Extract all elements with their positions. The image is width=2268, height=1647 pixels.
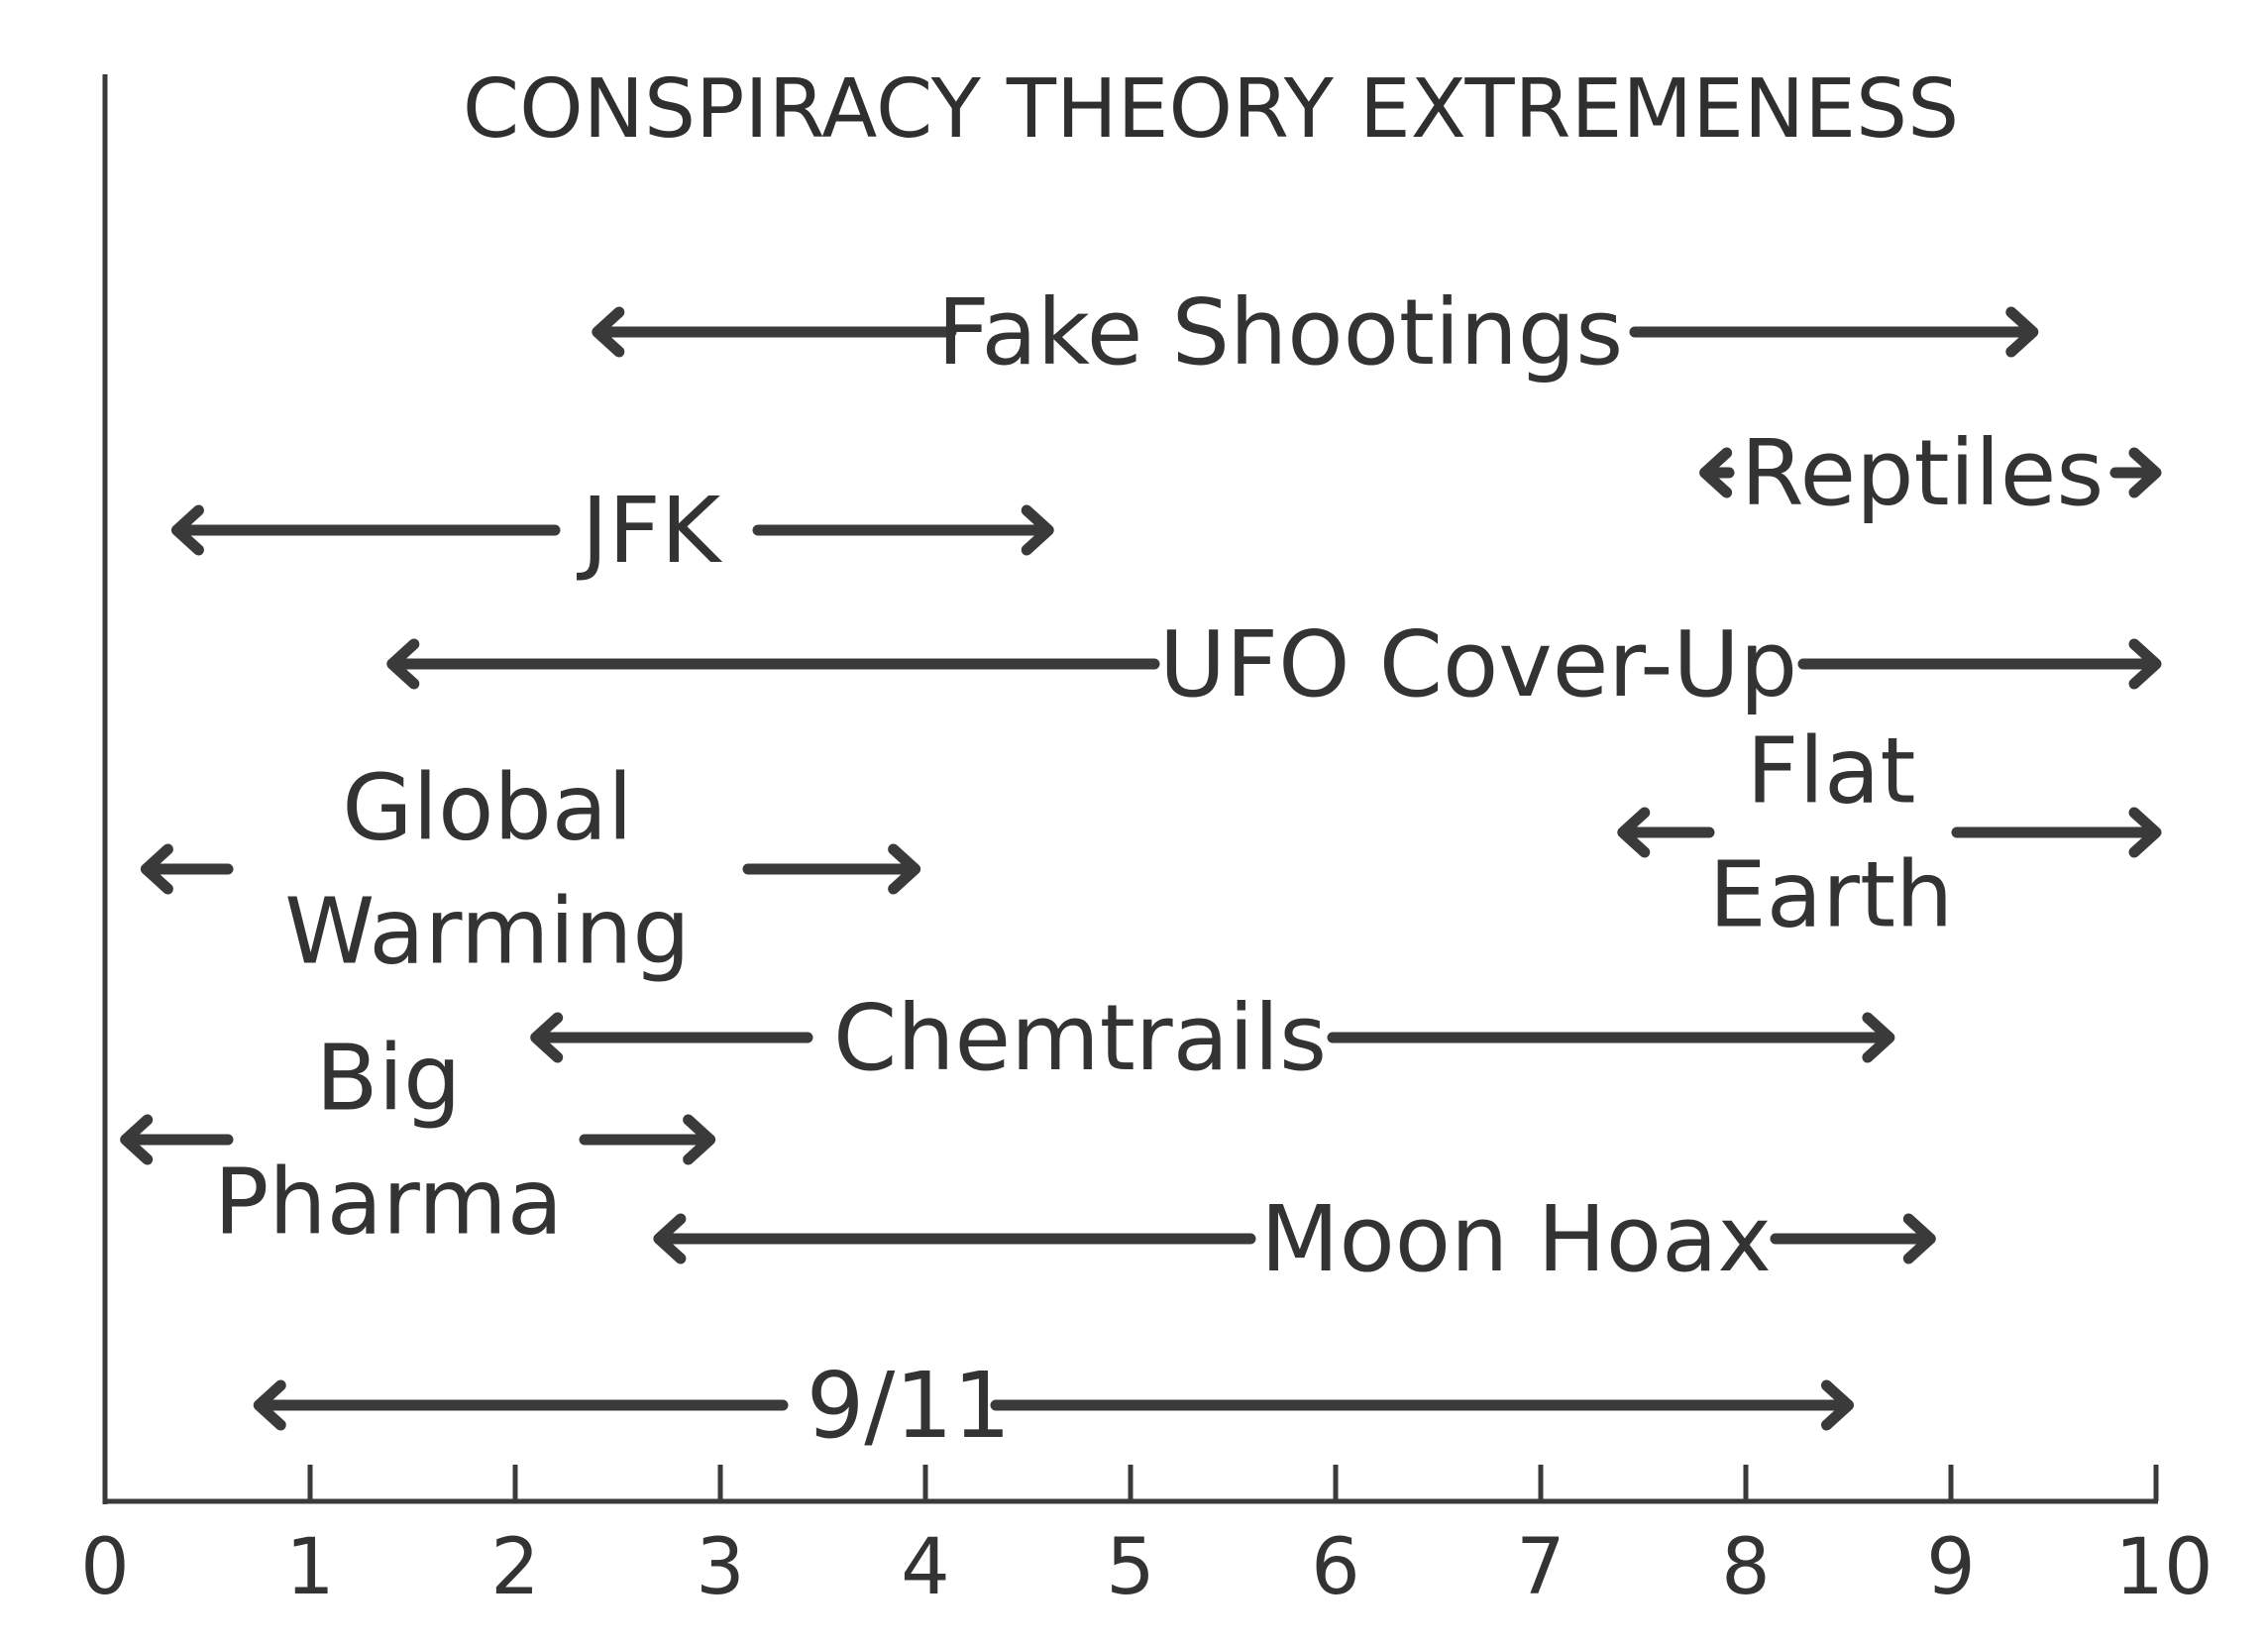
range-end-arrow-jfk	[752, 504, 1054, 556]
range-label-ufo-cover-up: UFO Cover-Up	[1159, 611, 1797, 717]
range-fake-shootings: Fake Shootings	[592, 279, 2039, 385]
x-tick-label-4: 4	[901, 1523, 950, 1612]
range-jfk: JFK	[170, 478, 1054, 584]
x-tick-label-5: 5	[1106, 1523, 1155, 1612]
range-end-arrow-flat-earth	[1951, 807, 2162, 858]
range-big-pharma: Big Pharma	[120, 1026, 716, 1256]
range-start-arrow-9-11	[253, 1379, 789, 1431]
range-label-chemtrails: Chemtrails	[833, 985, 1327, 1091]
x-tick-label-9: 9	[1926, 1523, 1976, 1612]
range-label-reptiles: Reptiles	[1741, 420, 2105, 526]
chart-title: CONSPIRACY THEORY EXTREMENESS	[463, 62, 1959, 157]
range-start-arrow-flat-earth	[1617, 807, 1715, 858]
range-end-arrow-reptiles	[2109, 447, 2162, 498]
range-end-arrow-fake-shootings	[1629, 306, 2039, 358]
range-start-arrow-moon-hoax	[653, 1213, 1256, 1264]
range-label-fake-shootings: Fake Shootings	[937, 279, 1623, 385]
range-arrows: Fake Shootings Reptiles JFK UFO Cover-Up Glo…	[120, 279, 2162, 1459]
x-tick-label-1: 1	[285, 1523, 335, 1612]
range-flat-earth: Flat Earth	[1617, 718, 2162, 948]
range-label-big-pharma-line-2: Pharma	[214, 1150, 563, 1256]
range-label-jfk: JFK	[577, 478, 723, 584]
range-start-arrow-global-warming	[140, 843, 234, 895]
range-ufo-cover-up: UFO Cover-Up	[386, 611, 2162, 717]
range-end-arrow-ufo-cover-up	[1797, 638, 2162, 690]
x-tick-label-6: 6	[1311, 1523, 1360, 1612]
x-tick-label-8: 8	[1721, 1523, 1771, 1612]
range-start-arrow-fake-shootings	[592, 306, 957, 358]
x-tick-label-10: 10	[2114, 1523, 2213, 1612]
range-start-arrow-ufo-cover-up	[386, 638, 1160, 690]
range-moon-hoax: Moon Hoax	[653, 1186, 1936, 1292]
x-tick-label-0: 0	[80, 1523, 130, 1612]
range-label-global-warming-line-2: Warming	[284, 879, 691, 985]
range-start-arrow-big-pharma	[120, 1114, 234, 1165]
range-label-flat-earth-line-1: Flat	[1747, 718, 1916, 824]
range-end-arrow-global-warming	[742, 843, 921, 895]
x-tick-label-7: 7	[1516, 1523, 1566, 1612]
range-global-warming: Global Warming	[140, 755, 921, 985]
range-end-arrow-big-pharma	[579, 1114, 716, 1165]
range-label-9-11: 9/11	[807, 1353, 1012, 1459]
x-axis-ticks: 0 1 2 3 4 5 6 7 8 9 10	[80, 1465, 2214, 1612]
range-end-arrow-chemtrails	[1327, 1012, 1895, 1063]
range-end-arrow-9-11	[990, 1379, 1854, 1431]
range-start-arrow-chemtrails	[530, 1012, 813, 1063]
range-start-arrow-reptiles	[1699, 447, 1735, 498]
x-tick-label-3: 3	[696, 1523, 745, 1612]
range-label-global-warming-line-1: Global	[342, 755, 632, 861]
range-chemtrails: Chemtrails	[530, 985, 1895, 1091]
range-label-big-pharma-line-1: Big	[315, 1026, 461, 1132]
range-label-moon-hoax: Moon Hoax	[1260, 1186, 1772, 1292]
range-9-11: 9/11	[253, 1353, 1854, 1459]
range-end-arrow-moon-hoax	[1770, 1213, 1936, 1264]
x-tick-label-2: 2	[490, 1523, 540, 1612]
range-label-flat-earth-line-2: Earth	[1709, 842, 1954, 948]
range-reptiles: Reptiles	[1699, 420, 2162, 526]
range-start-arrow-jfk	[170, 504, 561, 556]
